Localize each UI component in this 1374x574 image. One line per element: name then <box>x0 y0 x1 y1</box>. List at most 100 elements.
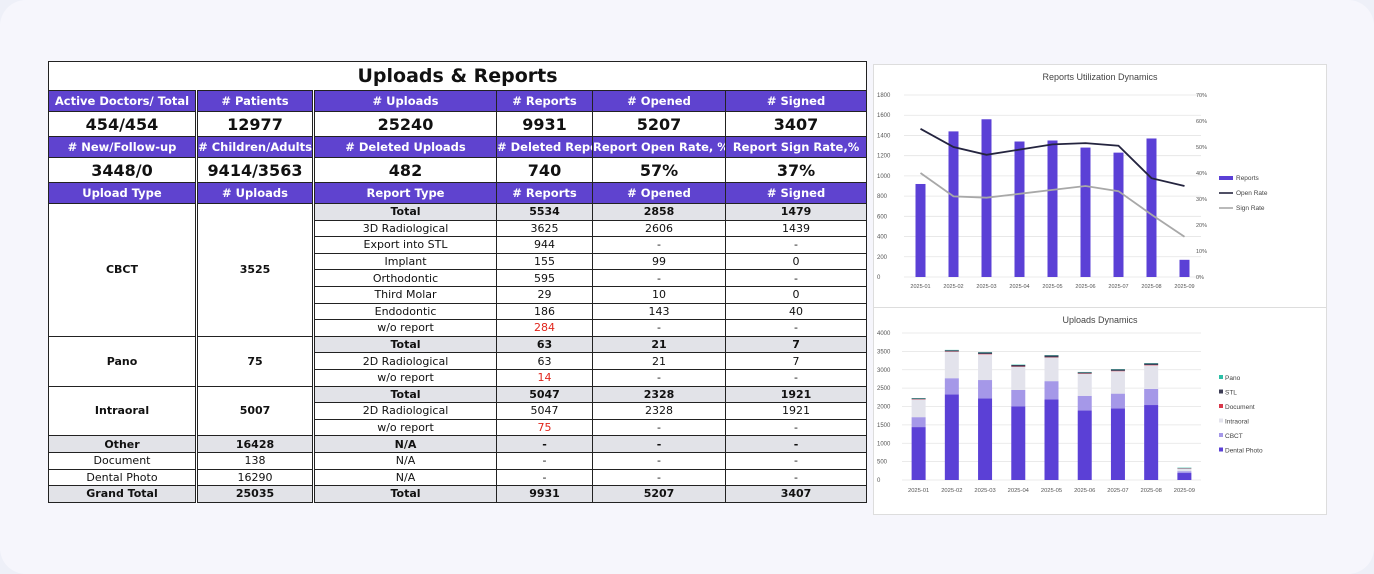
table-row: Third Molar 29 10 0 <box>49 285 868 304</box>
value-cell: - <box>592 418 726 437</box>
stack-segment-stl <box>1077 372 1092 374</box>
summary-header: # Signed <box>724 90 868 112</box>
stack-segment-cbct <box>978 380 993 399</box>
value-cell: Other <box>48 435 197 453</box>
reports-bar <box>1113 152 1124 277</box>
legend-label: Dental Photo <box>1225 448 1263 455</box>
y-tick-label: 1000 <box>877 441 891 447</box>
value-cell: - <box>592 435 726 453</box>
x-tick-label: 2025-05 <box>1041 488 1062 494</box>
stack-segment-cbct <box>1044 381 1059 400</box>
summary-value: 37% <box>724 157 868 183</box>
legend-swatch <box>1219 375 1223 379</box>
stack-segment-intraoral <box>978 354 993 381</box>
value-cell: - <box>592 319 726 337</box>
uploads-count-cell: 75 <box>195 335 314 387</box>
stack-segment-cbct <box>944 378 959 395</box>
stack-segment-dental-photo <box>1177 473 1192 480</box>
grand-total-cell: 9931 <box>496 485 593 503</box>
value-cell: N/A <box>312 468 497 487</box>
upload-type-cell: Intraoral <box>48 385 197 437</box>
grand-total-cell: 25035 <box>195 485 314 503</box>
legend-label: Sign Rate <box>1236 205 1265 212</box>
stack-segment-stl <box>1044 355 1059 358</box>
stack-segment-cbct <box>1110 393 1125 409</box>
stack-segment-intraoral <box>1144 365 1159 389</box>
x-tick-label: 2025-07 <box>1108 284 1128 290</box>
value-cell: 143 <box>592 302 726 321</box>
legend-label: Intraoral <box>1225 419 1249 426</box>
chart-title: Uploads Dynamics <box>1062 315 1138 325</box>
x-tick-label: 2025-08 <box>1141 488 1162 494</box>
value-cell: 7 <box>724 335 868 354</box>
chart-title: Reports Utilization Dynamics <box>1042 72 1158 82</box>
report-type-cell: Implant <box>312 252 497 271</box>
legend-label: Open Rate <box>1236 190 1268 197</box>
y-tick-label: 1600 <box>877 113 891 119</box>
stack-segment-intraoral <box>1011 366 1026 390</box>
stack-segment-intraoral <box>911 399 926 418</box>
summary-value: 454/454 <box>48 111 197 137</box>
value-cell: - <box>724 236 868 254</box>
stack-segment-intraoral <box>1110 371 1125 394</box>
legend-swatch <box>1219 447 1223 452</box>
summary-header: Active Doctors/ Total <box>48 90 197 112</box>
summary-value: 9414/3563 <box>195 157 314 183</box>
grand-total-cell: 3407 <box>724 485 868 503</box>
legend-label: Pano <box>1225 375 1241 382</box>
value-cell: 5047 <box>496 402 593 420</box>
stack-segment-dental-photo <box>978 398 993 480</box>
table-row: w/o report 14- - <box>49 368 868 387</box>
value-cell: - <box>592 236 726 254</box>
value-cell: 21 <box>592 335 726 354</box>
value-cell: - <box>724 451 868 470</box>
stack-segment-stl <box>1011 364 1026 367</box>
report-type-cell: Total <box>312 385 497 404</box>
report-type-cell: Endodontic <box>312 302 497 321</box>
y-tick-label: 1800 <box>877 93 891 99</box>
value-cell: 1921 <box>724 402 868 420</box>
summary-value: 3448/0 <box>48 157 197 183</box>
value-cell: 0 <box>724 285 868 304</box>
y-tick-label: 4000 <box>877 331 891 337</box>
value-cell: 16428 <box>195 435 314 453</box>
table-row: w/o report 284- - <box>49 319 868 337</box>
value-cell: 0 <box>724 252 868 271</box>
y-tick-label: 1400 <box>877 133 891 139</box>
summary-value-row: 454/454 12977 25240 9931 5207 3407 <box>48 111 868 137</box>
stack-segment-dental-photo <box>944 394 959 480</box>
value-cell: 40 <box>724 302 868 321</box>
value-cell: - <box>592 468 726 487</box>
x-tick-label: 2025-09 <box>1174 488 1195 494</box>
report-type-cell: 3D Radiological <box>312 219 497 238</box>
value-cell: 14 <box>496 368 593 387</box>
x-tick-label: 2025-02 <box>941 488 962 494</box>
reports-bar <box>915 183 926 277</box>
y2-tick-label: 10% <box>1196 249 1207 255</box>
value-cell: - <box>496 451 593 470</box>
x-tick-label: 2025-03 <box>974 488 995 494</box>
column-header: # Reports <box>496 182 593 204</box>
summary-header: # Patients <box>195 90 314 112</box>
legend-label: STL <box>1225 390 1237 397</box>
summary-header: Report Open Rate, % <box>592 136 726 158</box>
y-tick-label: 1500 <box>877 423 891 429</box>
value-cell: 63 <box>496 335 593 354</box>
table-row: CBCT 3525 Total 5534 2858 1479 <box>48 203 868 337</box>
value-cell: N/A <box>312 451 497 470</box>
y-tick-label: 400 <box>877 235 888 241</box>
y-tick-label: 1200 <box>877 154 891 160</box>
legend-swatch <box>1219 404 1223 408</box>
value-cell: - <box>724 435 868 453</box>
value-cell: 595 <box>496 269 593 287</box>
x-tick-label: 2025-08 <box>1141 284 1161 290</box>
value-cell: 29 <box>496 285 593 304</box>
value-cell: N/A <box>312 435 497 453</box>
summary-header: # Children/Adults <box>195 136 314 158</box>
summary-header: # Uploads <box>312 90 497 112</box>
value-cell: 5047 <box>496 385 593 404</box>
stack-segment-dental-photo <box>1110 408 1125 480</box>
x-tick-label: 2025-03 <box>976 284 996 290</box>
y2-tick-label: 50% <box>1196 145 1207 151</box>
value-cell: - <box>592 269 726 287</box>
